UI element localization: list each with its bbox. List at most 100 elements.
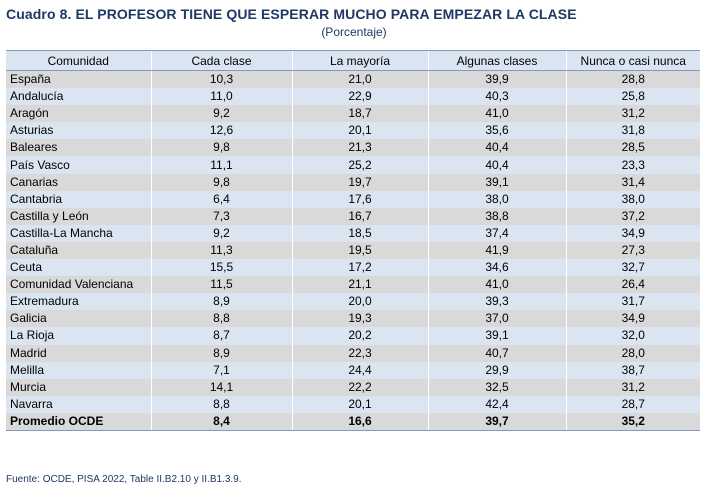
cada-clase-cell: 8,8 bbox=[150, 310, 292, 328]
algunas-clases-cell: 39,3 bbox=[427, 293, 566, 311]
cada-clase-cell: 8,7 bbox=[150, 327, 292, 345]
data-table-container: Comunidad Cada clase La mayoría Algunas … bbox=[6, 50, 700, 431]
la-mayoria-cell: 16,6 bbox=[291, 412, 428, 431]
cada-clase-cell: 11,1 bbox=[150, 156, 292, 174]
cada-clase-cell: 8,9 bbox=[150, 293, 292, 311]
cada-clase-cell: 8,9 bbox=[150, 344, 292, 362]
region-cell: Melilla bbox=[6, 361, 151, 379]
cada-clase-cell: 7,3 bbox=[150, 207, 292, 225]
algunas-clases-cell: 42,4 bbox=[427, 395, 566, 413]
table-row: Melilla 7,1 24,4 29,9 38,7 bbox=[6, 361, 700, 379]
algunas-clases-cell: 41,0 bbox=[427, 105, 566, 123]
table-row: Murcia 14,1 22,2 32,5 31,2 bbox=[6, 378, 700, 396]
cada-clase-cell: 11,0 bbox=[150, 88, 292, 106]
la-mayoria-cell: 20,0 bbox=[291, 293, 428, 311]
cada-clase-cell: 15,5 bbox=[150, 259, 292, 277]
table-body: España 10,3 21,0 39,9 28,8 Andalucía 11,0 22,9 4… bbox=[6, 70, 700, 431]
cada-clase-cell: 8,8 bbox=[150, 395, 292, 413]
nunca-cell: 31,7 bbox=[565, 293, 700, 311]
algunas-clases-cell: 34,6 bbox=[427, 259, 566, 277]
nunca-cell: 31,2 bbox=[565, 378, 700, 396]
algunas-clases-cell: 41,9 bbox=[427, 241, 566, 260]
nunca-cell: 37,2 bbox=[565, 207, 700, 225]
region-cell: Cantabria bbox=[6, 190, 151, 208]
cada-clase-cell: 10,3 bbox=[150, 70, 292, 89]
algunas-clases-cell: 40,4 bbox=[427, 156, 566, 174]
region-cell: País Vasco bbox=[6, 156, 151, 174]
table-row: Baleares 9,8 21,3 40,4 28,5 bbox=[6, 139, 700, 157]
la-mayoria-cell: 16,7 bbox=[291, 207, 428, 225]
column-header-algunas-clases: Algunas clases bbox=[427, 50, 566, 71]
table-row: Navarra 8,8 20,1 42,4 28,7 bbox=[6, 395, 700, 413]
algunas-clases-cell: 39,9 bbox=[427, 70, 566, 89]
table-row: Aragón 9,2 18,7 41,0 31,2 bbox=[6, 105, 700, 123]
la-mayoria-cell: 18,5 bbox=[291, 224, 428, 242]
algunas-clases-cell: 41,0 bbox=[427, 276, 566, 294]
la-mayoria-cell: 19,5 bbox=[291, 241, 428, 260]
cada-clase-cell: 14,1 bbox=[150, 378, 292, 396]
region-cell: Castilla y León bbox=[6, 207, 151, 225]
algunas-clases-cell: 37,4 bbox=[427, 224, 566, 242]
nunca-cell: 28,0 bbox=[565, 344, 700, 362]
nunca-cell: 31,2 bbox=[565, 105, 700, 123]
algunas-clases-cell: 40,7 bbox=[427, 344, 566, 362]
algunas-clases-cell: 37,0 bbox=[427, 310, 566, 328]
la-mayoria-cell: 17,6 bbox=[291, 190, 428, 208]
table-row-average: Promedio OCDE 8,4 16,6 39,7 35,2 bbox=[6, 412, 700, 431]
algunas-clases-cell: 39,1 bbox=[427, 173, 566, 191]
table-row: Asturias 12,6 20,1 35,6 31,8 bbox=[6, 122, 700, 140]
nunca-cell: 28,7 bbox=[565, 395, 700, 413]
region-cell: Ceuta bbox=[6, 259, 151, 277]
cada-clase-cell: 6,4 bbox=[150, 190, 292, 208]
nunca-cell: 27,3 bbox=[565, 241, 700, 260]
column-header-comunidad: Comunidad bbox=[6, 50, 151, 71]
table-row: Comunidad Valenciana 11,5 21,1 41,0 26,4 bbox=[6, 276, 700, 294]
cada-clase-cell: 8,4 bbox=[150, 412, 292, 431]
table-row: Andalucía 11,0 22,9 40,3 25,8 bbox=[6, 88, 700, 106]
la-mayoria-cell: 22,3 bbox=[291, 344, 428, 362]
region-cell: Navarra bbox=[6, 395, 151, 413]
nunca-cell: 34,9 bbox=[565, 224, 700, 242]
algunas-clases-cell: 38,8 bbox=[427, 207, 566, 225]
table-row: La Rioja 8,7 20,2 39,1 32,0 bbox=[6, 327, 700, 345]
cada-clase-cell: 9,2 bbox=[150, 105, 292, 123]
nunca-cell: 25,8 bbox=[565, 88, 700, 106]
nunca-cell: 31,4 bbox=[565, 173, 700, 191]
la-mayoria-cell: 21,0 bbox=[291, 70, 428, 89]
table-row: Madrid 8,9 22,3 40,7 28,0 bbox=[6, 344, 700, 362]
algunas-clases-cell: 39,1 bbox=[427, 327, 566, 345]
la-mayoria-cell: 21,3 bbox=[291, 139, 428, 157]
la-mayoria-cell: 19,7 bbox=[291, 173, 428, 191]
algunas-clases-cell: 39,7 bbox=[427, 412, 566, 431]
la-mayoria-cell: 21,1 bbox=[291, 276, 428, 294]
algunas-clases-cell: 35,6 bbox=[427, 122, 566, 140]
la-mayoria-cell: 24,4 bbox=[291, 361, 428, 379]
la-mayoria-cell: 17,2 bbox=[291, 259, 428, 277]
nunca-cell: 38,7 bbox=[565, 361, 700, 379]
table-row: Galicia 8,8 19,3 37,0 34,9 bbox=[6, 310, 700, 328]
algunas-clases-cell: 29,9 bbox=[427, 361, 566, 379]
nunca-cell: 28,5 bbox=[565, 139, 700, 157]
algunas-clases-cell: 38,0 bbox=[427, 190, 566, 208]
region-cell: Castilla-La Mancha bbox=[6, 224, 151, 242]
nunca-cell: 31,8 bbox=[565, 122, 700, 140]
region-cell: Asturias bbox=[6, 122, 151, 140]
region-cell: España bbox=[6, 70, 151, 89]
region-cell: Promedio OCDE bbox=[6, 412, 151, 431]
nunca-cell: 38,0 bbox=[565, 190, 700, 208]
algunas-clases-cell: 40,3 bbox=[427, 88, 566, 106]
table-row: País Vasco 11,1 25,2 40,4 23,3 bbox=[6, 156, 700, 174]
nunca-cell: 34,9 bbox=[565, 310, 700, 328]
region-cell: Baleares bbox=[6, 139, 151, 157]
region-cell: Aragón bbox=[6, 105, 151, 123]
nunca-cell: 23,3 bbox=[565, 156, 700, 174]
column-header-cada-clase: Cada clase bbox=[150, 50, 292, 71]
table-header-row: Comunidad Cada clase La mayoría Algunas … bbox=[6, 50, 700, 71]
table-row: Castilla-La Mancha 9,2 18,5 37,4 34,9 bbox=[6, 224, 700, 242]
cada-clase-cell: 12,6 bbox=[150, 122, 292, 140]
nunca-cell: 35,2 bbox=[565, 412, 700, 431]
region-cell: Canarias bbox=[6, 173, 151, 191]
la-mayoria-cell: 19,3 bbox=[291, 310, 428, 328]
la-mayoria-cell: 25,2 bbox=[291, 156, 428, 174]
nunca-cell: 32,0 bbox=[565, 327, 700, 345]
